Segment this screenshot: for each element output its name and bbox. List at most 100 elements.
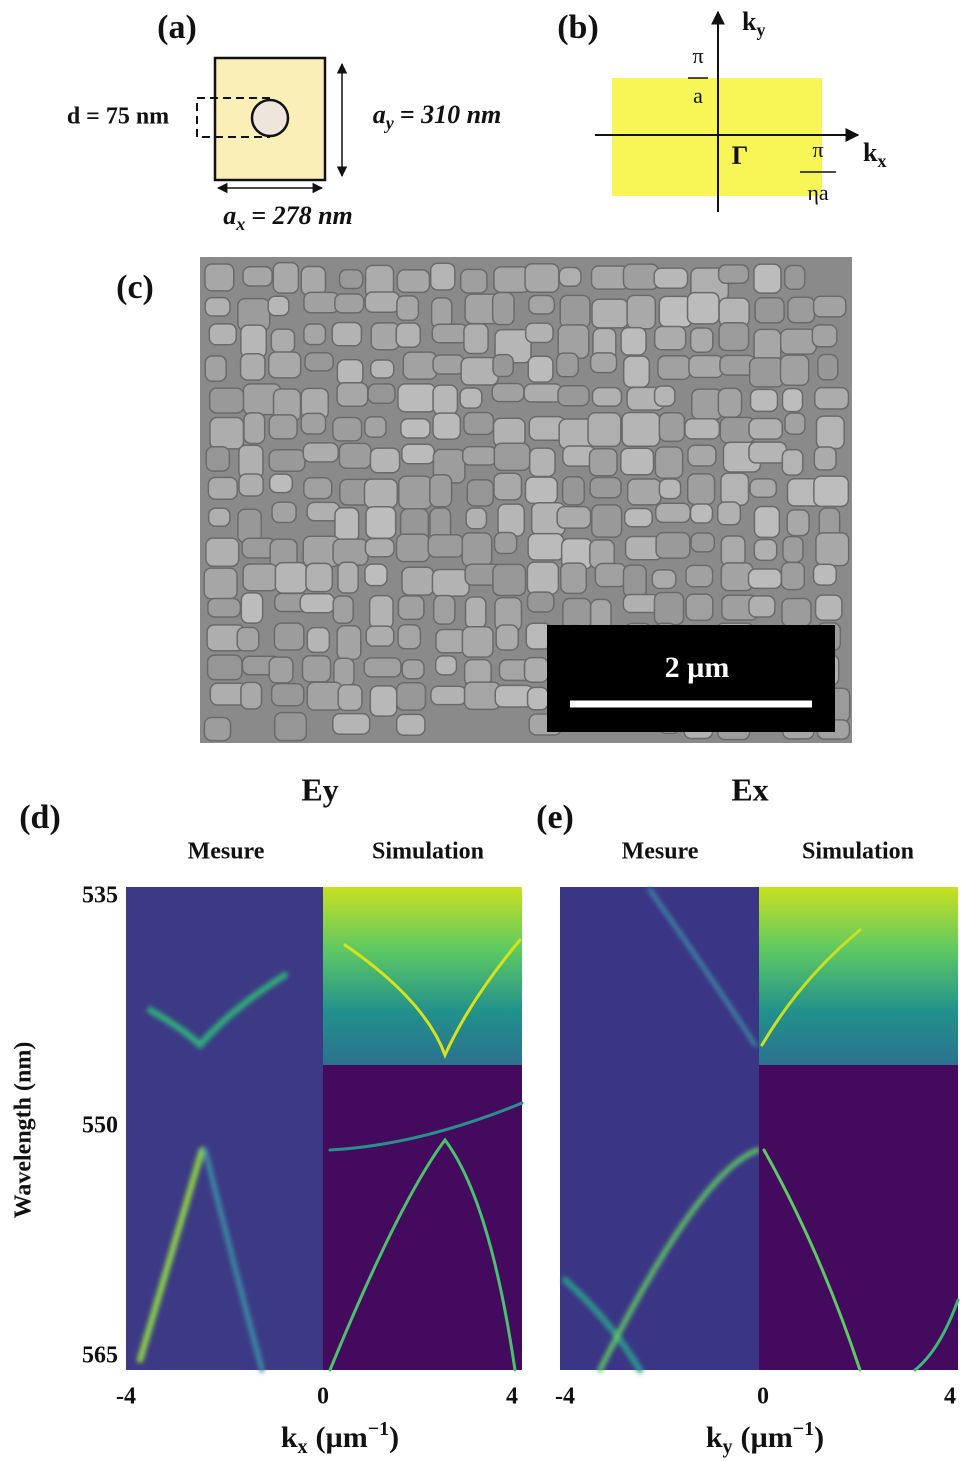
subplot-title: Simulation: [802, 839, 914, 865]
grain: [395, 322, 422, 349]
grain: [459, 387, 483, 409]
grain: [622, 564, 647, 598]
grain: [334, 293, 365, 314]
grain: [268, 656, 294, 684]
grain: [557, 385, 590, 407]
grain: [558, 266, 582, 287]
grain: [754, 297, 785, 324]
grain: [400, 417, 431, 439]
grain: [527, 355, 554, 383]
grain: [464, 596, 487, 630]
grain: [784, 412, 806, 435]
x-tick-label: 4: [506, 1384, 518, 1410]
grain: [240, 324, 268, 359]
grain: [271, 501, 297, 524]
grain: [462, 445, 498, 466]
text-part: (µm: [741, 1421, 793, 1454]
grain: [528, 294, 556, 315]
grain: [306, 626, 331, 654]
grain: [779, 354, 810, 387]
grain: [209, 416, 245, 450]
grain: [301, 655, 332, 683]
grain: [623, 507, 653, 528]
grain: [395, 713, 426, 736]
grain: [528, 447, 556, 478]
grain: [685, 564, 714, 588]
grain: [398, 475, 433, 510]
grain: [720, 535, 746, 568]
grain: [364, 291, 401, 313]
grain: [270, 682, 305, 707]
grain: [524, 476, 559, 505]
grain: [626, 294, 657, 330]
panel-label: (b): [557, 9, 599, 46]
grain: [620, 326, 647, 356]
simulation-map: [759, 887, 960, 1372]
grain: [562, 597, 592, 630]
grain: [364, 563, 388, 587]
grain: [748, 357, 785, 388]
grain: [654, 446, 684, 479]
grain: [779, 328, 817, 355]
grain: [300, 265, 327, 296]
grain: [430, 685, 467, 706]
grain: [208, 387, 245, 414]
panel-label: (d): [19, 799, 61, 836]
grain: [429, 474, 453, 508]
grain: [364, 415, 387, 439]
scale-bar-box: [547, 625, 835, 732]
grain: [780, 561, 806, 591]
grain: [717, 387, 743, 418]
grain: [654, 502, 691, 524]
grain: [524, 322, 554, 344]
grain: [336, 381, 369, 408]
fraction-denominator: ηa: [807, 180, 829, 205]
grain: [658, 478, 682, 500]
grain: [402, 351, 438, 381]
grain: [492, 563, 527, 597]
grain: [207, 476, 238, 501]
measurement-map: [560, 887, 761, 1373]
grain: [303, 291, 340, 314]
grain: [396, 681, 427, 711]
grain: [204, 355, 227, 383]
grain: [369, 685, 398, 717]
grain: [432, 384, 459, 416]
grain: [203, 716, 232, 742]
measurement-map: [126, 887, 323, 1373]
ky-label: ky: [742, 7, 765, 40]
grain: [338, 442, 372, 469]
grain: [332, 416, 363, 442]
grain: [497, 503, 526, 537]
grain: [336, 358, 364, 386]
grain: [781, 448, 804, 476]
grain: [364, 537, 395, 558]
grain: [782, 535, 804, 564]
grain: [748, 417, 784, 440]
grain: [814, 594, 843, 621]
grain: [526, 561, 560, 595]
grain: [748, 441, 788, 464]
grain: [332, 712, 371, 735]
text-part: a: [373, 100, 386, 129]
grain: [240, 681, 263, 710]
grain: [688, 354, 724, 379]
grain: [493, 531, 518, 555]
grain: [304, 352, 334, 372]
grain: [205, 537, 240, 568]
grain: [300, 412, 327, 435]
grain: [559, 562, 588, 595]
grain: [594, 562, 627, 588]
subplot-title: Simulation: [372, 839, 484, 865]
grain: [717, 264, 750, 284]
grain: [556, 505, 592, 529]
grain: [493, 442, 531, 472]
grain: [303, 323, 327, 346]
scale-bar-label: 2 µm: [665, 651, 730, 684]
grain: [781, 387, 804, 413]
y-axis-label: Wavelength (nm): [11, 1042, 37, 1219]
grain: [655, 531, 691, 559]
gamma-point: Γ: [732, 141, 749, 170]
simulation-map: [323, 887, 524, 1372]
